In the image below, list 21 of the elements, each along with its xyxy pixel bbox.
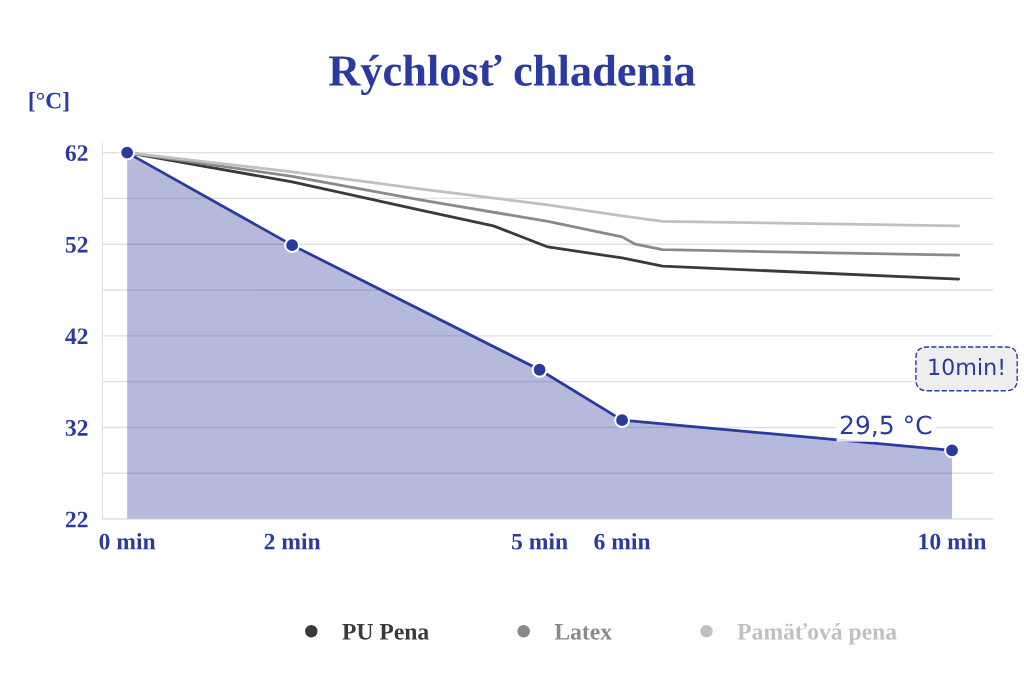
y-tick-label: 52 — [65, 236, 88, 253]
y-tick-label: 42 — [65, 328, 88, 345]
y-tick-label: 22 — [65, 511, 88, 528]
x-tick-label: 5 min — [512, 532, 568, 550]
point — [284, 237, 301, 254]
x-tick-label: 10 min — [919, 532, 987, 550]
legend-label: Latex — [554, 624, 612, 640]
annotation: 29,5 °C — [840, 415, 932, 437]
point — [531, 361, 548, 378]
x-tick-label: 0 min — [99, 532, 156, 550]
chart-title: Rýchlosť chladenia — [328, 54, 696, 96]
legend-label: Pamäťová pena — [737, 623, 897, 645]
x-tick-label: 2 min — [264, 532, 321, 550]
annotation: 10min! — [929, 358, 1003, 376]
y-tick-label: 32 — [65, 420, 88, 436]
point — [119, 144, 136, 161]
y-tick-label: 62 — [65, 145, 88, 162]
x-tick-label: 6 min — [594, 532, 651, 550]
point — [614, 412, 631, 429]
y-axis-title: [°C] — [29, 91, 69, 112]
legend-label: PU Pena — [342, 624, 429, 640]
